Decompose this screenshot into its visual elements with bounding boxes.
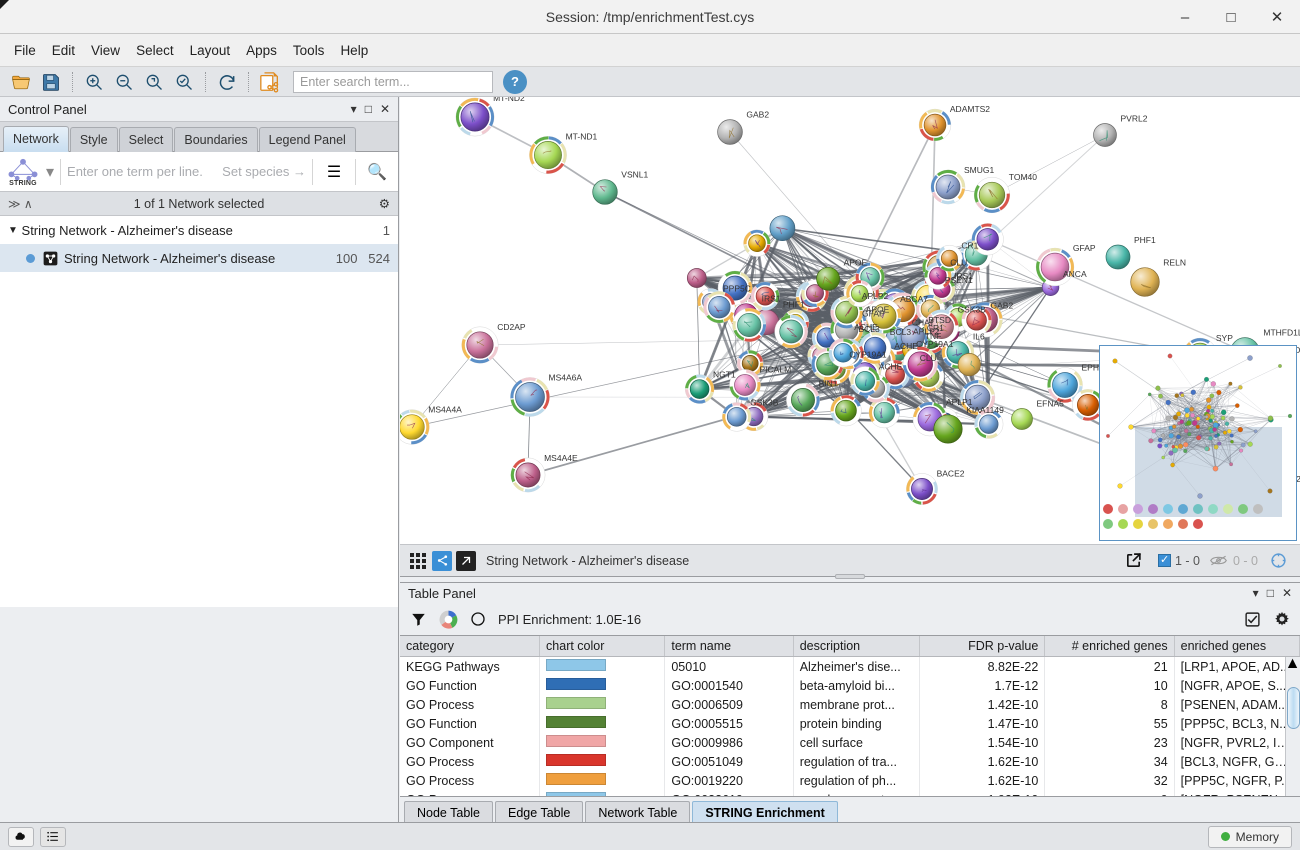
- svg-text:VSNL1: VSNL1: [621, 170, 648, 180]
- svg-text:EFNA5: EFNA5: [1037, 399, 1065, 409]
- svg-text:ACHE: ACHE: [879, 362, 903, 372]
- svg-text:CR1: CR1: [961, 240, 978, 250]
- svg-text:APOE: APOE: [844, 257, 868, 267]
- svg-text:MS4A4A: MS4A4A: [428, 405, 462, 415]
- svg-text:TOM40: TOM40: [1009, 172, 1037, 182]
- svg-text:IRS1: IRS1: [762, 294, 781, 304]
- svg-text:APLP2: APLP2: [862, 291, 889, 301]
- svg-text:CD2AP: CD2AP: [497, 322, 526, 332]
- svg-text:SMUG1: SMUG1: [964, 165, 995, 175]
- svg-text:GSK3B: GSK3B: [958, 305, 987, 315]
- svg-text:ANCA: ANCA: [1063, 269, 1087, 279]
- svg-text:KIAA1149: KIAA1149: [966, 405, 1004, 415]
- svg-text:NGT1: NGT1: [713, 370, 736, 380]
- svg-text:IL6: IL6: [973, 332, 985, 342]
- svg-text:SYP: SYP: [1216, 333, 1233, 343]
- svg-text:PHF1: PHF1: [783, 300, 805, 310]
- svg-text:MS4A4E: MS4A4E: [544, 453, 578, 463]
- svg-text:BIN1: BIN1: [819, 378, 838, 388]
- svg-text:RELN: RELN: [1163, 258, 1186, 268]
- svg-text:GAB2: GAB2: [746, 110, 769, 120]
- svg-text:MTHFD1L: MTHFD1L: [1263, 328, 1300, 338]
- svg-text:ABCA7: ABCA7: [900, 294, 928, 304]
- svg-text:GAB2: GAB2: [991, 300, 1014, 310]
- svg-text:ADAMTS2: ADAMTS2: [950, 104, 990, 114]
- svg-text:PPP5C: PPP5C: [723, 284, 751, 294]
- svg-text:GFAP: GFAP: [1073, 243, 1096, 253]
- svg-text:ACHE: ACHE: [894, 341, 918, 351]
- svg-text:BCL3: BCL3: [890, 327, 912, 337]
- svg-text:MT-ND1: MT-ND1: [566, 131, 598, 141]
- svg-text:CLU: CLU: [920, 353, 937, 363]
- svg-text:CYP19A1: CYP19A1: [849, 350, 887, 360]
- svg-text:BACE2: BACE2: [937, 468, 965, 478]
- svg-text:BCL3: BCL3: [859, 324, 881, 334]
- svg-text:CLU: CLU: [950, 258, 967, 268]
- svg-text:TNF: TNF: [925, 331, 942, 341]
- svg-text:GSK3B: GSK3B: [750, 398, 779, 408]
- svg-text:IRS1: IRS1: [954, 271, 973, 281]
- svg-text:PICALM: PICALM: [760, 365, 792, 375]
- svg-text:GFAP: GFAP: [862, 308, 885, 318]
- svg-text:MS4A6A: MS4A6A: [549, 373, 583, 383]
- svg-text:PVRL2: PVRL2: [1121, 114, 1148, 124]
- svg-text:MT-ND2: MT-ND2: [493, 97, 525, 103]
- svg-text:BTSD: BTSD: [928, 315, 951, 325]
- svg-text:PHF1: PHF1: [1134, 235, 1156, 245]
